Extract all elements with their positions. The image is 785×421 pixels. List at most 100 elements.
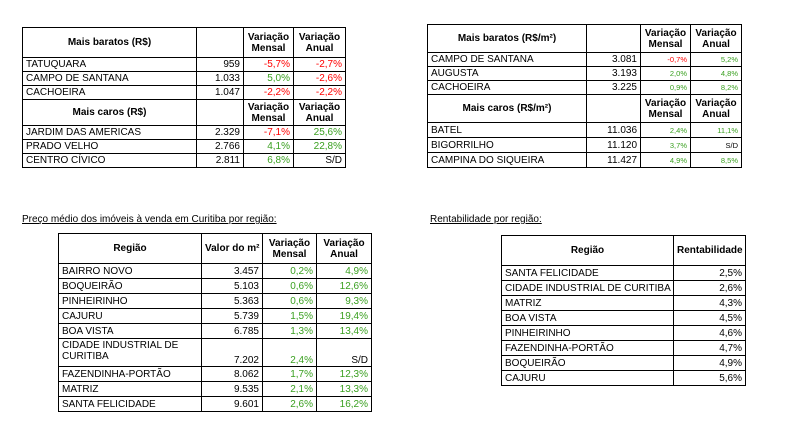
region-name: JARDIM DAS AMERICAS	[22, 125, 197, 140]
profitability: 2,5%	[673, 265, 746, 281]
monthly-variation: 4,9%	[640, 152, 691, 168]
region-name: FAZENDINHA-PORTÃO	[501, 340, 674, 356]
value: 8.062	[201, 366, 263, 382]
monthly-variation: -0,7%	[640, 52, 691, 67]
value: 7.202	[201, 338, 263, 367]
table-row: MATRIZ 4,3%	[501, 295, 746, 311]
table-row: MATRIZ 9.535 2,1% 13,3%	[58, 381, 372, 397]
table-row: BAIRRO NOVO 3.457 0,2% 4,9%	[58, 263, 372, 279]
table-header-row: Mais baratos (R$/m²) Variação Mensal Var…	[427, 24, 742, 53]
monthly-variation: 3,7%	[640, 137, 691, 153]
monthly-variation: 2,4%	[262, 338, 317, 367]
value: 5.739	[201, 308, 263, 324]
value: 5.363	[201, 293, 263, 309]
table-row: BATEL 11.036 2,4% 11,1%	[427, 122, 742, 138]
header-monthly-variation: Variação Mensal	[243, 99, 294, 126]
monthly-variation: 0,6%	[262, 278, 317, 294]
table-row: BOA VISTA 4,5%	[501, 310, 746, 326]
region-name: BIGORRILHO	[427, 137, 587, 153]
table-row: CAJURU 5.739 1,5% 19,4%	[58, 308, 372, 324]
region-name: CACHOEIRA	[427, 80, 587, 95]
annual-variation: 11,1%	[690, 122, 742, 138]
region-name: CIDADE INDUSTRIAL DE CURITIBA	[58, 338, 202, 367]
value: 2.329	[196, 125, 244, 140]
profitability: 4,7%	[673, 340, 746, 356]
region-name: CAJURU	[58, 308, 202, 324]
annual-variation: 4,8%	[690, 66, 742, 81]
table-row: CIDADE INDUSTRIAL DE CURITIBA 2,6%	[501, 280, 746, 296]
value: 3.081	[586, 52, 641, 67]
region-name: CAMPINA DO SIQUEIRA	[427, 152, 587, 168]
cheapest-expensive-rent-table: Mais baratos (R$) Variação Mensal Variaç…	[22, 27, 346, 168]
table-row: BOQUEIRÃO 5.103 0,6% 12,6%	[58, 278, 372, 294]
value: 11.036	[586, 122, 641, 138]
value: 1.033	[196, 71, 244, 86]
annual-variation: 25,6%	[293, 125, 346, 140]
monthly-variation: 0,6%	[262, 293, 317, 309]
region-name: SANTA FELICIDADE	[501, 265, 674, 281]
value: 3.457	[201, 263, 263, 279]
annual-variation: 16,2%	[316, 396, 372, 412]
region-name: BOA VISTA	[501, 310, 674, 326]
annual-variation: 5,2%	[690, 52, 742, 67]
table-row: JARDIM DAS AMERICAS 2.329 -7,1% 25,6%	[22, 125, 346, 140]
monthly-variation: 1,3%	[262, 323, 317, 339]
region-name: CENTRO CÍVICO	[22, 153, 197, 168]
region-name: FAZENDINHA-PORTÃO	[58, 366, 202, 382]
cheapest-expensive-sqm-table: Mais baratos (R$/m²) Variação Mensal Var…	[427, 24, 742, 168]
value: 1.047	[196, 85, 244, 100]
annual-variation: S/D	[316, 338, 372, 367]
header-monthly-variation: Variação Mensal	[640, 94, 691, 123]
monthly-variation: 5,0%	[243, 71, 294, 86]
value: 959	[196, 57, 244, 72]
value: 9.601	[201, 396, 263, 412]
table-header-row: Mais baratos (R$) Variação Mensal Variaç…	[22, 27, 346, 58]
profitability: 4,3%	[673, 295, 746, 311]
region-name: TATUQUARA	[22, 57, 197, 72]
profitability: 4,6%	[673, 325, 746, 341]
annual-variation: 8,5%	[690, 152, 742, 168]
value: 2.766	[196, 139, 244, 154]
header-monthly-variation: Variação Mensal	[243, 27, 294, 58]
region-name: BATEL	[427, 122, 587, 138]
region-name: SANTA FELICIDADE	[58, 396, 202, 412]
header-blank	[196, 27, 244, 58]
header-annual-variation: Variação Anual	[690, 24, 742, 53]
annual-variation: 9,3%	[316, 293, 372, 309]
table-row: AUGUSTA 3.193 2,0% 4,8%	[427, 66, 742, 81]
monthly-variation: -7,1%	[243, 125, 294, 140]
annual-variation: 4,9%	[316, 263, 372, 279]
header-cheapest: Mais baratos (R$)	[22, 27, 197, 58]
region-name: BAIRRO NOVO	[58, 263, 202, 279]
annual-variation: 12,6%	[316, 278, 372, 294]
header-annual-variation: Variação Anual	[293, 99, 346, 126]
table-row: CACHOEIRA 3.225 0,9% 8,2%	[427, 80, 742, 95]
annual-variation: 12,3%	[316, 366, 372, 382]
profitability-title: Rentabilidade por região:	[430, 214, 542, 225]
region-name: BOQUEIRÃO	[58, 278, 202, 294]
header-most-expensive: Mais caros (R$/m²)	[427, 94, 587, 123]
header-sqm-value: Valor do m²	[201, 233, 263, 264]
table-header-row: Mais caros (R$/m²) Variação Mensal Varia…	[427, 94, 742, 123]
region-name: BOA VISTA	[58, 323, 202, 339]
monthly-variation: 4,1%	[243, 139, 294, 154]
header-region: Região	[58, 233, 202, 264]
profitability-by-region-table: Região Rentabilidade SANTA FELICIDADE 2,…	[501, 235, 746, 386]
header-monthly-variation: Variação Mensal	[640, 24, 691, 53]
table-row: CENTRO CÍVICO 2.811 6,8% S/D	[22, 153, 346, 168]
header-blank	[586, 94, 641, 123]
annual-variation: 8,2%	[690, 80, 742, 95]
average-price-by-region-table: Região Valor do m² Variação Mensal Varia…	[58, 233, 372, 412]
region-name: CAMPO DE SANTANA	[22, 71, 197, 86]
table-row: SANTA FELICIDADE 9.601 2,6% 16,2%	[58, 396, 372, 412]
annual-variation: -2,7%	[293, 57, 346, 72]
region-name: CAMPO DE SANTANA	[427, 52, 587, 67]
region-name: AUGUSTA	[427, 66, 587, 81]
value: 3.193	[586, 66, 641, 81]
table-row: CIDADE INDUSTRIAL DE CURITIBA 7.202 2,4%…	[58, 338, 372, 367]
table-header-row: Região Rentabilidade	[501, 235, 746, 266]
header-cheapest: Mais baratos (R$/m²)	[427, 24, 587, 53]
monthly-variation: 2,1%	[262, 381, 317, 397]
region-name: CAJURU	[501, 370, 674, 386]
annual-variation: 13,4%	[316, 323, 372, 339]
